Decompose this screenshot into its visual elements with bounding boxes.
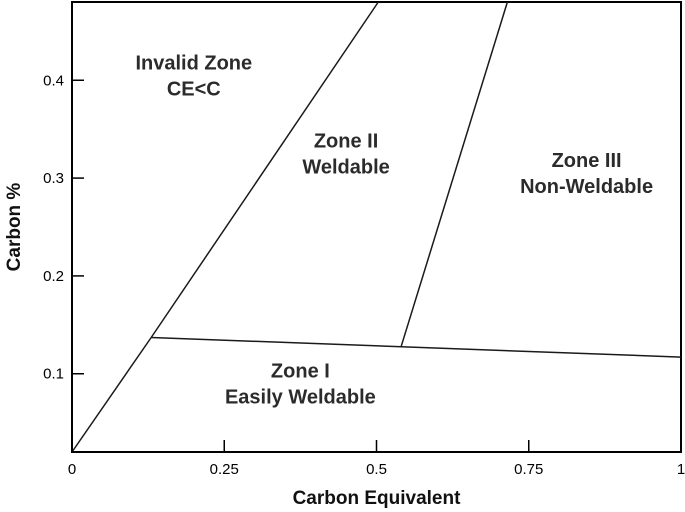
zone-label-line: Zone I <box>271 361 330 383</box>
zone-label: Zone I Easily Weldable <box>225 361 376 409</box>
zone-label-line: CE<C <box>167 78 221 100</box>
zone-label: Zone II Weldable <box>302 131 389 179</box>
y-axis-title: Carbon % <box>4 183 25 272</box>
zone-label-line: Easily Weldable <box>225 387 376 409</box>
y-tick-label: 0.4 <box>43 72 64 89</box>
x-tick-label: 1 <box>677 461 685 478</box>
y-tick-label: 0.2 <box>43 268 64 285</box>
x-tick-label: 0 <box>68 461 76 478</box>
zone-label-line: Non-Weldable <box>520 176 653 198</box>
y-axis-ticks: 0.1 0.2 0.3 0.4 <box>43 72 84 383</box>
zone-labels: Invalid Zone CE<C Zone II Weldable Zone III N… <box>135 52 653 408</box>
zone-boundary-line <box>400 1 509 348</box>
zone-label: Zone III Non-Weldable <box>520 150 653 198</box>
zone-label: Invalid Zone CE<C <box>135 52 252 100</box>
zone-label-line: Zone III <box>552 150 622 172</box>
zone-boundary-line <box>151 336 682 358</box>
x-tick-label: 0.25 <box>210 461 239 478</box>
x-axis-title: Carbon Equivalent <box>293 488 462 509</box>
y-tick-label: 0.1 <box>43 366 64 383</box>
zone-label-line: Weldable <box>302 157 389 179</box>
x-tick-label: 0.5 <box>366 461 387 478</box>
zone-label-line: Zone II <box>314 131 378 153</box>
y-tick-label: 0.3 <box>43 170 64 187</box>
x-axis-ticks: 0 0.25 0.5 0.75 1 <box>68 440 685 478</box>
x-tick-label: 0.75 <box>514 461 543 478</box>
zone-label-line: Invalid Zone <box>135 52 252 74</box>
zone-boundaries <box>71 1 682 453</box>
